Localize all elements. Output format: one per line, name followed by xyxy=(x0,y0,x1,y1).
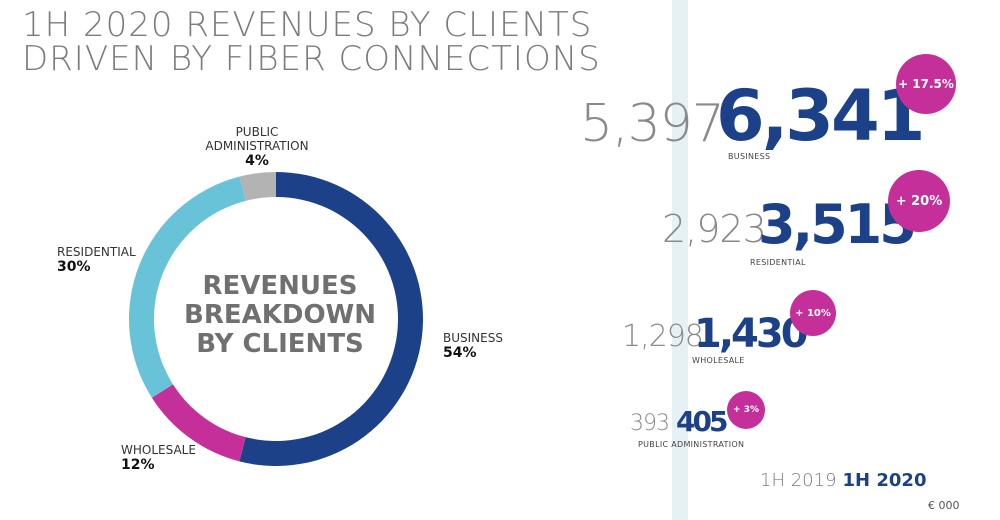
slice-percent: 12% xyxy=(121,457,155,473)
category-label: WHOLESALE xyxy=(692,356,745,365)
slice-public-administration xyxy=(239,172,276,201)
slice-label-public-administration: PUBLIC ADMINISTRATION 4% xyxy=(202,125,312,170)
slice-label-business: BUSINESS 54% xyxy=(443,331,503,362)
slice-percent: 4% xyxy=(245,153,269,169)
period-legend: 1H 2019 1H 2020 xyxy=(760,470,926,491)
slice-name-line-2: ADMINISTRATION xyxy=(205,139,309,153)
slice-name: RESIDENTIAL xyxy=(57,245,136,259)
slice-name: WHOLESALE xyxy=(121,443,196,457)
donut-center-label: REVENUES BREAKDOWN BY CLIENTS xyxy=(180,272,380,359)
value-1h2019: 393 xyxy=(630,411,670,436)
value-1h2019: 5,397 xyxy=(580,94,725,154)
slice-label-residential: RESIDENTIAL 30% xyxy=(57,245,136,276)
growth-badge: + 3% xyxy=(727,391,765,429)
revenue-donut-chart xyxy=(129,172,424,466)
growth-badge: + 20% xyxy=(888,170,950,232)
value-1h2020: 6,341 xyxy=(716,75,925,157)
category-label: RESIDENTIAL xyxy=(750,258,806,267)
legend-1h2020: 1H 2020 xyxy=(842,470,927,491)
slice-name-line-1: PUBLIC xyxy=(235,125,279,139)
growth-badge: + 10% xyxy=(790,290,836,336)
title-line-2: DRIVEN BY FIBER CONNECTIONS xyxy=(22,39,601,79)
slice-label-wholesale: WHOLESALE 12% xyxy=(121,443,196,474)
center-line-2: BREAKDOWN xyxy=(184,300,376,330)
legend-1h2019: 1H 2019 xyxy=(760,470,837,491)
slice-percent: 54% xyxy=(443,345,477,361)
value-1h2020: 405 xyxy=(676,405,728,438)
value-1h2019: 2,923 xyxy=(662,207,767,251)
growth-badge: + 17.5% xyxy=(896,54,956,114)
slice-residential xyxy=(129,176,246,398)
slice-business xyxy=(239,172,424,466)
center-line-1: REVENUES xyxy=(202,271,358,301)
unit-label: € 000 xyxy=(928,499,960,512)
slice-percent: 30% xyxy=(57,259,91,275)
background-stripe xyxy=(672,0,688,520)
category-label: BUSINESS xyxy=(728,152,771,161)
value-1h2019: 1,298 xyxy=(622,319,704,354)
slice-name: BUSINESS xyxy=(443,331,503,345)
slice-wholesale xyxy=(151,384,246,462)
value-1h2020: 1,430 xyxy=(694,311,809,357)
center-line-3: BY CLIENTS xyxy=(196,329,364,359)
page-title: 1H 2020 REVENUES BY CLIENTS DRIVEN BY FI… xyxy=(22,8,601,76)
category-label: PUBLIC ADMINISTRATION xyxy=(638,440,745,449)
title-line-1: 1H 2020 REVENUES BY CLIENTS xyxy=(22,5,593,45)
